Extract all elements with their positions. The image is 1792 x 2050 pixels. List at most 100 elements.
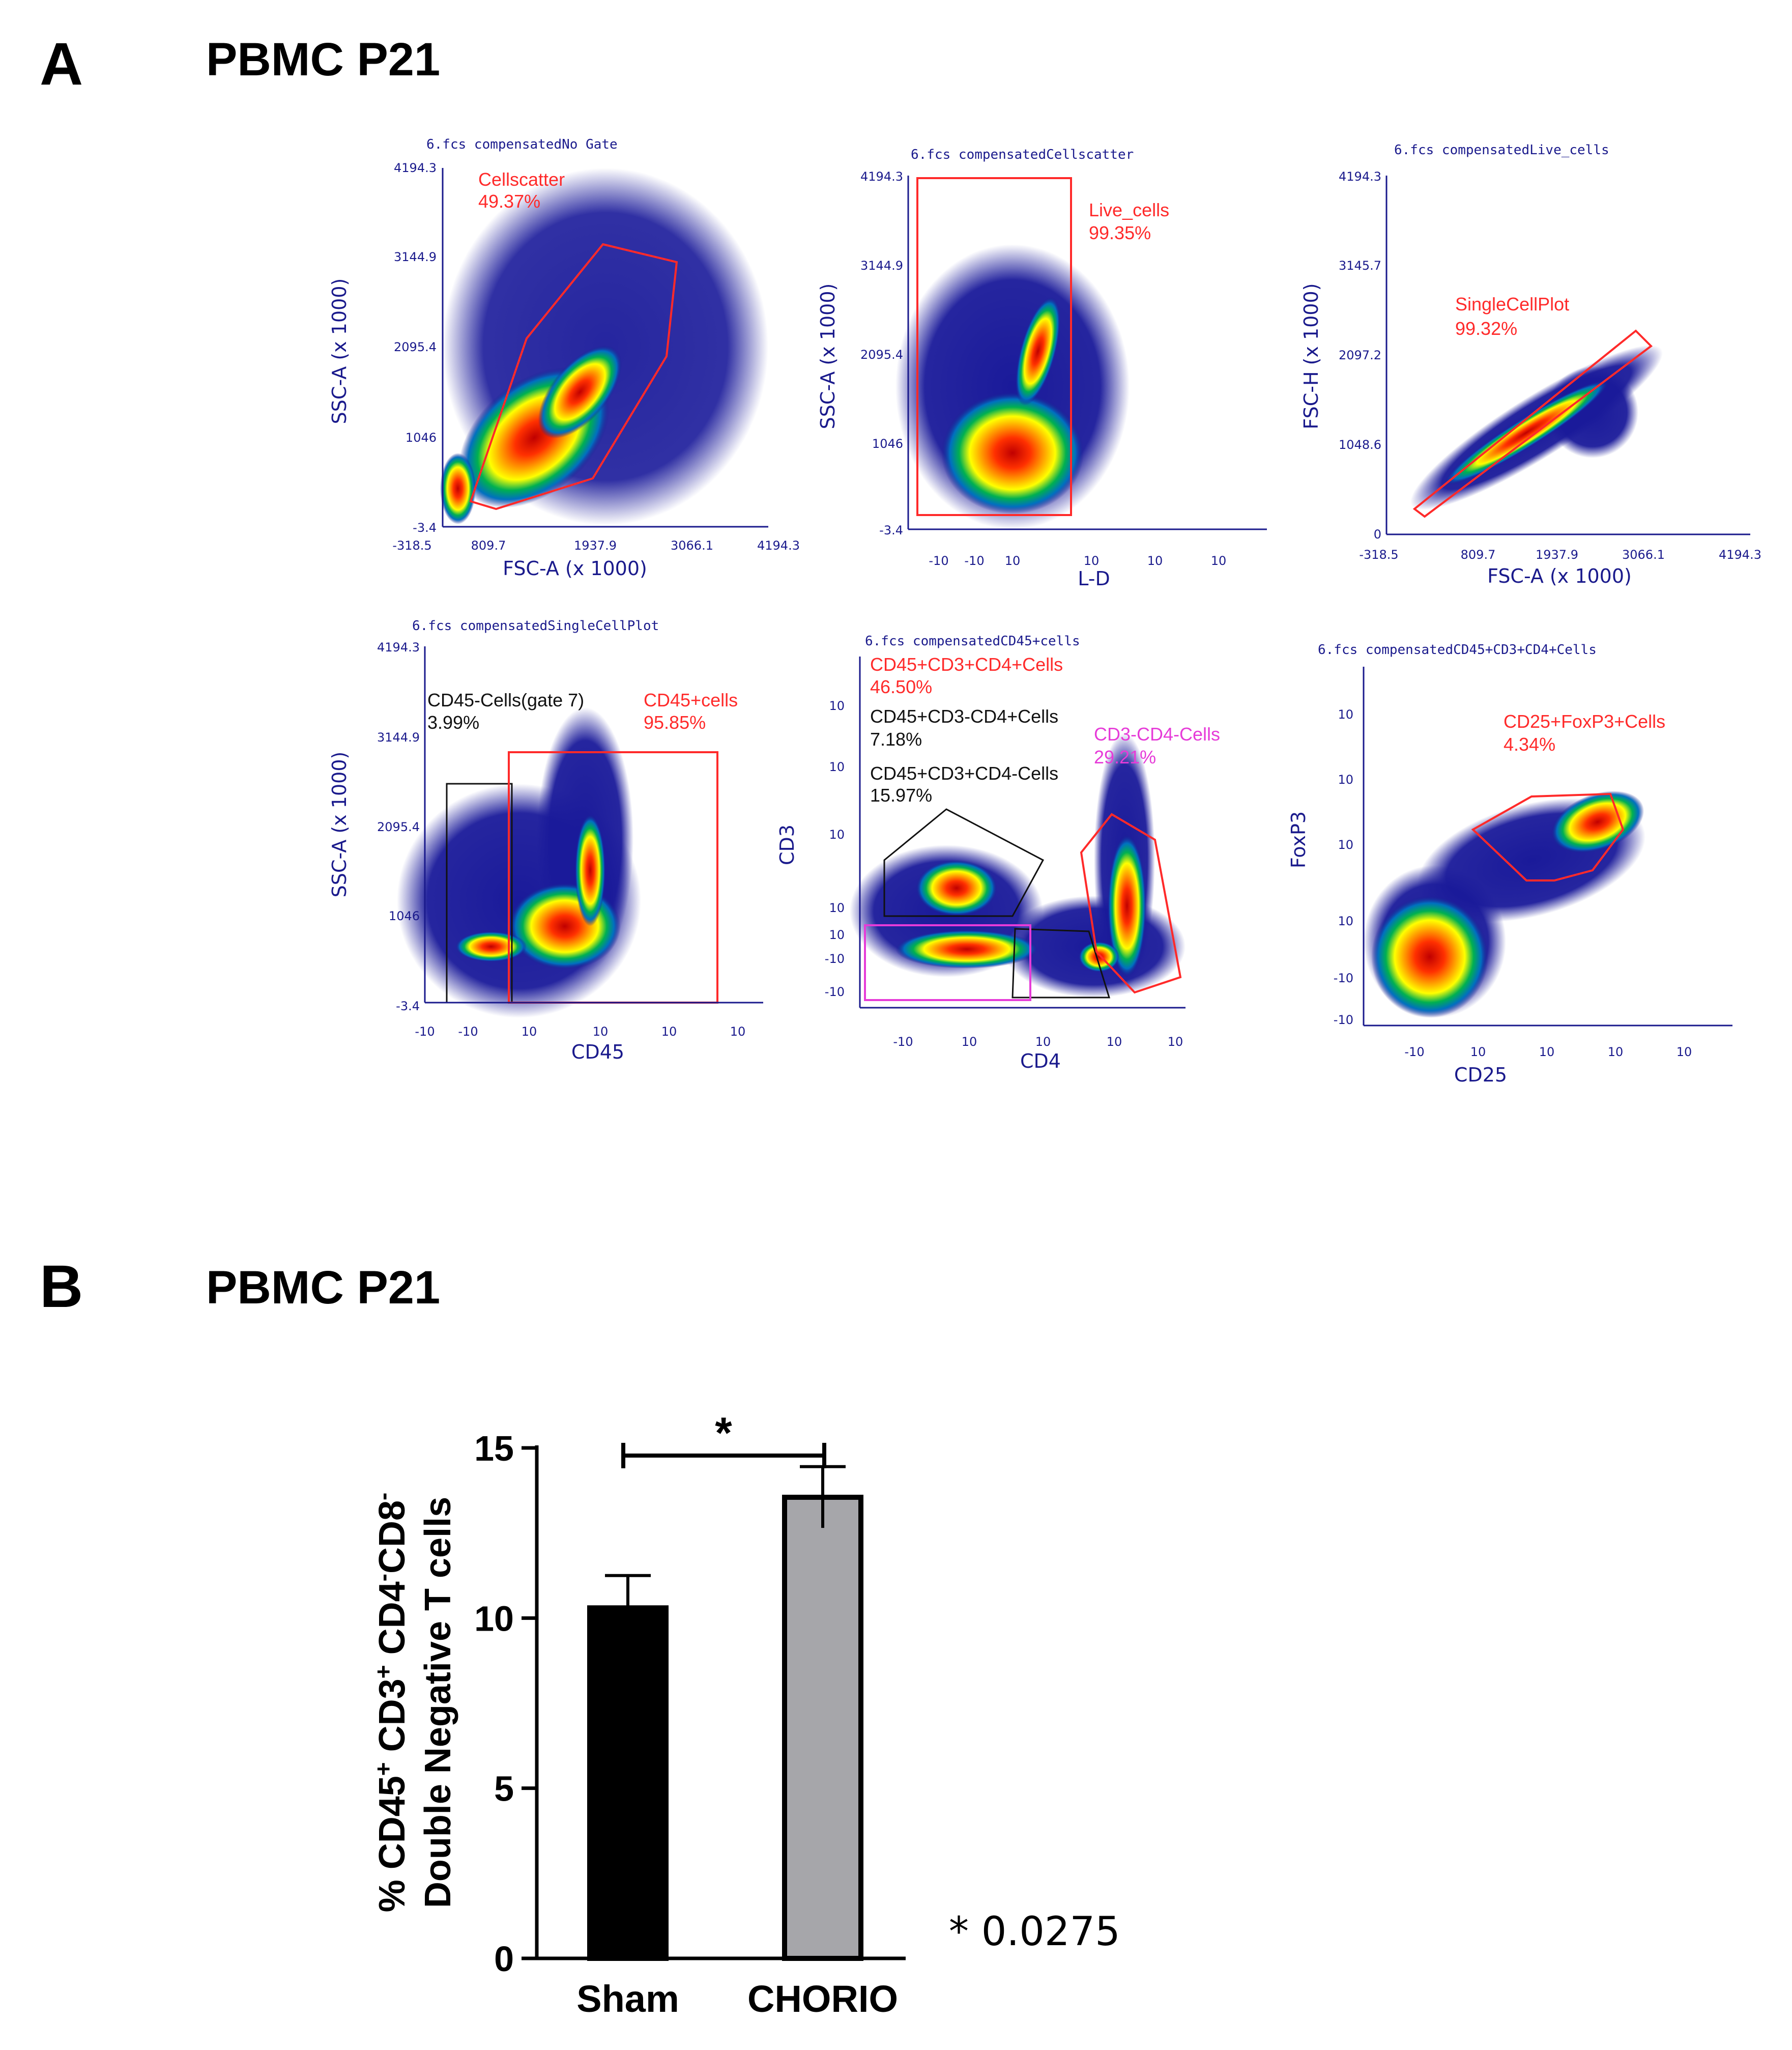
gate-percent: 4.34% — [1504, 734, 1555, 755]
gate-label: CD45+CD3+CD4+Cells — [870, 654, 1063, 675]
xtick: 809.7 — [1461, 548, 1496, 562]
xtick: 10 — [1035, 1035, 1051, 1049]
ytick: 10 — [829, 828, 845, 842]
gate-label: Cellscatter — [478, 169, 565, 190]
density-core — [941, 392, 1084, 514]
gate-percent: 95.85% — [644, 712, 706, 733]
density-core — [1371, 896, 1488, 1018]
x-axis-label: CD4 — [1020, 1050, 1061, 1072]
gate-cd3neg-cd4neg — [864, 924, 1031, 1001]
panel-a-title: PBMC P21 — [206, 34, 441, 86]
plot-singlecellplot: 6.fcs compensatedSingleCellPlot 4194.3 3… — [328, 618, 763, 1063]
xtick: -10 — [893, 1035, 913, 1049]
significance-star: * — [715, 1409, 732, 1458]
gate-percent: 3.99% — [427, 712, 479, 733]
y-axis-label: SSC-A (x 1000) — [328, 752, 351, 898]
gate-label: CD25+FoxP3+Cells — [1504, 711, 1665, 732]
y-axis-label: FSC-H (x 1000) — [1300, 283, 1322, 429]
y-axis-label: FoxP3 — [1287, 811, 1310, 868]
y-label-line2: Double Negative T cells — [418, 1497, 458, 1908]
bar-layer: Sham CHORIO — [576, 1465, 898, 2020]
ytick: 10 — [829, 901, 845, 915]
xtick: 10 — [1168, 1035, 1183, 1049]
y-tick-label: 0 — [494, 1939, 514, 1979]
plot-title: 6.fcs compensatedCellscatter — [911, 147, 1134, 162]
ytick: 10 — [1338, 707, 1353, 722]
y-axis-label: SSC-A (x 1000) — [817, 283, 839, 430]
ytick: 4194.3 — [394, 161, 437, 175]
plot-title: 6.fcs compensatedCD45+CD3+CD4+Cells — [1318, 642, 1597, 658]
xtick: 10 — [1147, 554, 1163, 568]
gate-live-cells — [916, 177, 1072, 516]
ytick: 3144.9 — [377, 730, 420, 745]
xtick: -10 — [415, 1024, 435, 1039]
xtick: 10 — [1470, 1045, 1486, 1059]
density-core — [509, 883, 621, 970]
x-axis-label: L-D — [1078, 567, 1110, 590]
gate-label: CD45-Cells(gate 7) — [427, 690, 584, 710]
gate-label: Live_cells — [1089, 200, 1169, 220]
gate-cd25-foxp3 — [1471, 792, 1625, 881]
xtick: 1937.9 — [574, 538, 617, 553]
xtick: 10 — [522, 1024, 537, 1039]
plot-title: 6.fcs compensatedNo Gate — [426, 137, 618, 152]
xtick: 3066.1 — [1622, 548, 1665, 562]
plot-title: 6.fcs compensatedLive_cells — [1394, 143, 1609, 158]
ytick: 10 — [1338, 838, 1353, 852]
panel-b-letter: B — [40, 1253, 83, 1320]
xtick: 10 — [1211, 554, 1227, 568]
ytick: 10 — [829, 928, 845, 942]
xtick: 10 — [661, 1024, 677, 1039]
xtick: 10 — [1539, 1045, 1555, 1059]
ytick: 3145.7 — [1339, 259, 1381, 273]
ytick: 1046 — [389, 909, 420, 923]
xtick: -10 — [1404, 1045, 1424, 1059]
gate-percent: 99.32% — [1455, 318, 1517, 339]
plot-no-gate: 6.fcs compensatedNo Gate 4194.3 3144.9 2… — [328, 137, 800, 580]
ytick: 3144.9 — [394, 250, 437, 264]
xtick: 809.7 — [471, 538, 506, 553]
ytick: 10 — [1338, 773, 1353, 787]
xtick: 3066.1 — [671, 538, 713, 553]
xtick: -10 — [964, 554, 984, 568]
ytick: -10 — [825, 985, 845, 999]
density-core — [916, 860, 997, 916]
pvalue-note: * 0.0275 — [949, 1909, 1120, 1955]
gate-cd3pos-cd4pos — [1080, 813, 1182, 994]
gate-percent: 99.35% — [1089, 222, 1151, 243]
xtick: 10 — [1677, 1045, 1692, 1059]
plot-live-cells: 6.fcs compensatedLive_cells 4194.3 3145.… — [1300, 143, 1761, 587]
ytick: 4194.3 — [860, 169, 903, 184]
y-axis-label: CD3 — [776, 824, 798, 865]
gate-cd3neg-cd4pos — [1011, 928, 1111, 999]
gate-percent: 49.37% — [478, 191, 540, 212]
plot-cd45-cells: 6.fcs compensatedCD45+cells 10 10 10 10 … — [776, 634, 1220, 1072]
ytick: 1048.6 — [1339, 438, 1381, 452]
gate-cellscatter — [469, 243, 678, 510]
gate-label: CD45+CD3+CD4-Cells — [870, 763, 1058, 784]
density-core — [1444, 380, 1609, 486]
x-axis-label: CD45 — [571, 1041, 624, 1063]
ytick: 10 — [829, 760, 845, 774]
xtick: 10 — [1608, 1045, 1624, 1059]
ytick: -10 — [1334, 971, 1353, 985]
ytick: -3.4 — [396, 999, 420, 1013]
ytick: 4194.3 — [377, 640, 420, 654]
ytick: 2095.4 — [394, 340, 437, 354]
panel-a-letter: A — [40, 31, 83, 98]
xtick: -10 — [929, 554, 948, 568]
bar-sham — [587, 1605, 669, 1961]
ytick: 1046 — [872, 437, 903, 451]
y-tick-label: 15 — [474, 1429, 514, 1468]
ytick: 4194.3 — [1339, 169, 1381, 184]
y-axis-label: SSC-A (x 1000) — [328, 278, 351, 424]
xtick: -10 — [458, 1024, 478, 1039]
gate-percent: 46.50% — [870, 676, 932, 697]
ytick: 2095.4 — [860, 348, 903, 362]
bar-chorio — [782, 1494, 863, 1961]
ytick: 10 — [1338, 914, 1353, 928]
ytick: 2097.2 — [1339, 348, 1381, 362]
ytick: -10 — [1334, 1013, 1353, 1027]
xtick: 10 — [962, 1035, 977, 1049]
